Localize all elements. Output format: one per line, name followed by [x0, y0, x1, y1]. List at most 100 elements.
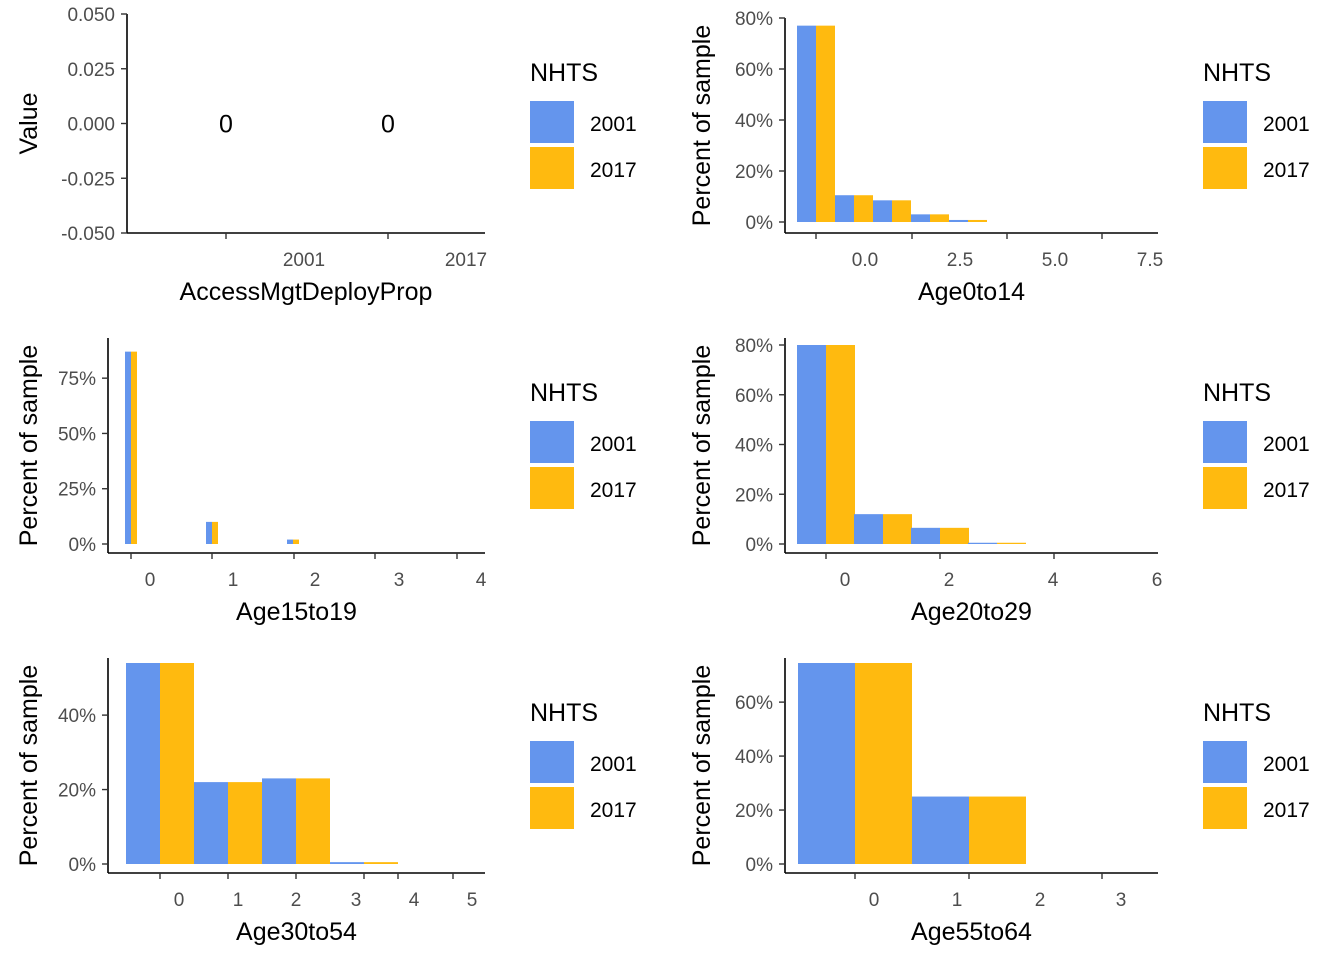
x-tick-label: 4 — [409, 890, 420, 911]
x-tick-label: 7.5 — [1137, 250, 1163, 271]
bar-2001-0 — [125, 351, 131, 544]
legend-label-2001: 2001 — [590, 113, 637, 136]
x-axis-title: Age20to29 — [911, 598, 1032, 626]
legend-label-2017: 2017 — [1263, 799, 1310, 822]
legend-label-2017: 2017 — [590, 159, 637, 182]
y-axis-title: Percent of sample — [15, 345, 43, 547]
x-tick-label: 2 — [310, 570, 321, 591]
legend-title: NHTS — [1203, 699, 1271, 727]
y-tick-label: 20% — [735, 162, 773, 183]
bar-2017-2 — [293, 539, 299, 544]
value-label: 0 — [219, 111, 233, 139]
y-tick-label: 0.000 — [67, 115, 115, 136]
y-axis-title: Value — [15, 92, 43, 154]
value-label: 0 — [381, 111, 395, 139]
legend-key-2001 — [1203, 421, 1247, 463]
y-tick-label: 40% — [735, 747, 773, 768]
x-tick-label: 3 — [1116, 890, 1127, 911]
y-axis-title: Percent of sample — [688, 345, 716, 547]
y-tick-label: 0% — [746, 535, 774, 556]
legend: NHTS 2001 2017 — [1203, 59, 1310, 189]
legend: NHTS 2001 2017 — [530, 379, 637, 509]
bar-2017-3 — [364, 862, 398, 864]
y-tick-label: 40% — [735, 436, 773, 457]
y-tick-label: 60% — [735, 693, 773, 714]
panel-age20to29: Age20to29 Percent of sample 0% 20% 40% 60% 80%… — [688, 336, 1310, 626]
x-tick-label: 2.5 — [947, 250, 973, 271]
panel-age15to19: Age15to19 Percent of sample 0% 25% 50% 75% 0 1 2… — [15, 338, 637, 626]
legend-label-2001: 2001 — [1263, 113, 1310, 136]
x-tick-label: 0 — [174, 890, 185, 911]
legend: NHTS 2001 2017 — [530, 59, 637, 189]
legend-label-2017: 2017 — [590, 479, 637, 502]
bar-2001-1 — [206, 521, 212, 544]
bar-2001-2 — [262, 778, 296, 864]
y-tick-label: 0% — [69, 535, 97, 556]
bar-2017-3 — [997, 542, 1026, 544]
y-tick-label: 0% — [746, 213, 774, 234]
panel-age30to54: Age30to54 Percent of sample 0% 20% 40% 0 1 2 3 4 5… — [15, 658, 637, 946]
legend-key-2017 — [530, 467, 574, 509]
bar-2017-3 — [968, 219, 987, 222]
bar-2017-0 — [826, 345, 855, 544]
panel-age0to14: Age0to14 Percent of sample 0% 20% 40% 60% 80% 0… — [688, 9, 1310, 306]
legend-label-2017: 2017 — [1263, 159, 1310, 182]
legend-key-2001 — [1203, 741, 1247, 783]
bar-2001-3 — [949, 219, 968, 222]
legend-key-2017 — [1203, 787, 1247, 829]
bar-2017-0 — [131, 351, 137, 544]
x-tick-label: 2001 — [283, 250, 325, 271]
x-tick-label: 3 — [394, 570, 405, 591]
bar-2017-1 — [883, 514, 912, 544]
x-tick-label: 0 — [869, 890, 880, 911]
x-tick-label: 6 — [1152, 570, 1163, 591]
bar-2001-1 — [194, 782, 228, 864]
x-tick-label: 2 — [291, 890, 302, 911]
bar-2017-0 — [160, 663, 194, 864]
bar-2001-0 — [797, 345, 826, 544]
y-tick-label: 0% — [746, 855, 774, 876]
bar-2001-1 — [854, 514, 883, 544]
bar-2001-2 — [911, 527, 940, 544]
y-tick-label: 50% — [58, 424, 96, 445]
x-tick-label: 0.0 — [852, 250, 878, 271]
legend-title: NHTS — [530, 379, 598, 407]
legend-label-2001: 2001 — [590, 433, 637, 456]
bar-2017-0 — [855, 663, 912, 864]
x-tick-label: 2017 — [445, 250, 487, 271]
x-tick-label: 5.0 — [1042, 250, 1068, 271]
x-tick-label: 5 — [467, 890, 478, 911]
y-tick-label: 20% — [735, 485, 773, 506]
bar-2001-3 — [968, 542, 997, 544]
x-tick-label: 0 — [840, 570, 851, 591]
bar-2017-2 — [930, 214, 949, 222]
bar-2001-0 — [835, 195, 854, 222]
y-tick-label: 40% — [58, 706, 96, 727]
legend-key-2017 — [1203, 467, 1247, 509]
x-axis-title: Age55to64 — [911, 918, 1032, 946]
legend-key-2017 — [1203, 147, 1247, 189]
x-tick-label: 1 — [952, 890, 963, 911]
legend: NHTS 2001 2017 — [1203, 699, 1310, 829]
y-tick-label: 0.050 — [67, 5, 115, 26]
bar-2017-1 — [212, 521, 218, 544]
x-tick-label: 1 — [228, 570, 239, 591]
y-tick-label: 40% — [735, 111, 773, 132]
legend-key-2001 — [530, 421, 574, 463]
legend-label-2001: 2001 — [590, 753, 637, 776]
legend-label-2017: 2017 — [590, 799, 637, 822]
x-tick-label: 1 — [233, 890, 244, 911]
bar-2017-1 — [969, 796, 1026, 864]
x-axis-title: Age30to54 — [236, 918, 357, 946]
y-tick-label: 25% — [58, 480, 96, 501]
bar-2001-2 — [287, 539, 293, 544]
y-axis-title: Percent of sample — [15, 665, 43, 867]
legend-label-2017: 2017 — [1263, 479, 1310, 502]
y-tick-label: 75% — [58, 369, 96, 390]
bar-2017-2 — [296, 778, 330, 864]
bar-2017-1 — [892, 200, 911, 222]
bar-2001-0 — [798, 663, 855, 864]
bar-2001-2 — [911, 214, 930, 222]
legend-title: NHTS — [1203, 59, 1271, 87]
